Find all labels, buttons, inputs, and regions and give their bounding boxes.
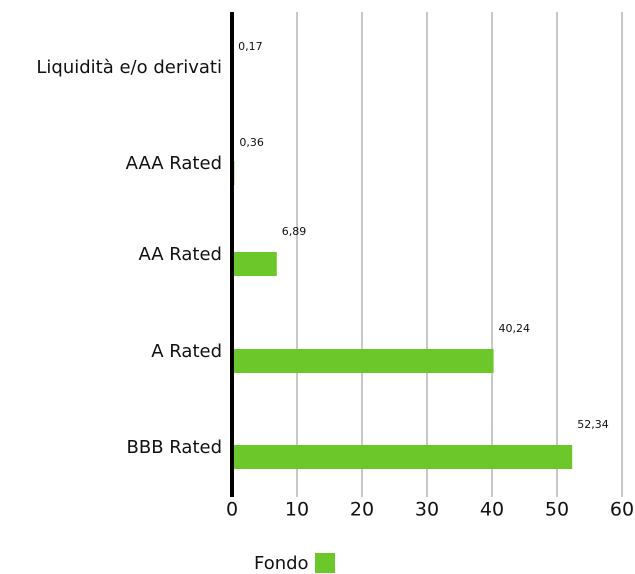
data-label-3: 40,24 (499, 322, 531, 335)
x-tick-label-0: 0 (226, 499, 238, 521)
legend: Fondo (254, 552, 335, 574)
gridlines (296, 12, 623, 497)
category-label-0: Liquidità e/o derivati (36, 57, 222, 78)
bar-2 (232, 252, 277, 276)
x-tick-labels: 0 10 20 30 40 50 60 (226, 499, 634, 521)
data-labels: 0,17 0,36 6,89 40,24 52,34 (238, 40, 609, 431)
category-label-1: AAA Rated (126, 153, 222, 174)
category-label-3: A Rated (151, 341, 222, 362)
x-tick-label-50: 50 (545, 499, 569, 521)
legend-swatch (314, 553, 335, 573)
bar-4 (232, 445, 573, 469)
category-label-2: AA Rated (138, 244, 222, 265)
bars (232, 65, 573, 469)
data-label-2: 6,89 (282, 225, 307, 238)
data-label-0: 0,17 (238, 40, 262, 53)
category-labels: Liquidità e/o derivati AAA Rated AA Rated A… (36, 57, 222, 458)
x-tick-label-60: 60 (610, 499, 634, 521)
data-label-1: 0,36 (239, 136, 264, 149)
legend-label: Fondo (254, 552, 309, 574)
data-label-4: 52,34 (577, 418, 609, 431)
bar-3 (232, 349, 494, 373)
x-tick-label-40: 40 (480, 499, 504, 521)
category-label-4: BBB Rated (127, 437, 222, 458)
x-tick-label-20: 20 (350, 499, 374, 521)
x-tick-label-10: 10 (285, 499, 309, 521)
x-tick-label-30: 30 (415, 499, 439, 521)
